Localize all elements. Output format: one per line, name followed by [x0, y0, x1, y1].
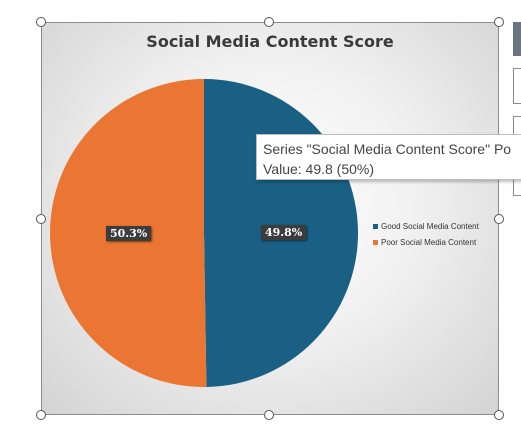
legend-label-good: Good Social Media Content [381, 221, 479, 231]
resize-handle-bottom-right[interactable] [494, 410, 504, 420]
side-panel-field[interactable] [513, 68, 521, 104]
resize-handle-top-left[interactable] [36, 17, 46, 27]
data-label-good[interactable]: 49.8% [261, 225, 307, 240]
resize-handle-top-right[interactable] [494, 17, 504, 27]
resize-handle-top-middle[interactable] [264, 17, 274, 27]
series-tooltip: Series "Social Media Content Score" Po V… [256, 134, 521, 180]
tooltip-series-line: Series "Social Media Content Score" Po [263, 141, 512, 157]
tooltip-value-line: Value: 49.8 (50%) [263, 161, 375, 177]
data-label-poor[interactable]: 50.3% [106, 226, 152, 241]
legend-item-poor[interactable]: Poor Social Media Content [373, 234, 479, 250]
resize-handle-middle-right[interactable] [494, 214, 504, 224]
chart-legend[interactable]: Good Social Media Content Poor Social Me… [373, 218, 479, 250]
legend-swatch-good [373, 223, 378, 229]
resize-handle-bottom-middle[interactable] [264, 410, 274, 420]
legend-item-good[interactable]: Good Social Media Content [373, 218, 479, 234]
side-panel-header [513, 22, 521, 56]
legend-swatch-poor [373, 239, 378, 245]
legend-label-poor: Poor Social Media Content [381, 237, 477, 247]
resize-handle-middle-left[interactable] [36, 214, 46, 224]
chart-title[interactable]: Social Media Content Score [146, 32, 394, 51]
resize-handle-bottom-left[interactable] [36, 410, 46, 420]
